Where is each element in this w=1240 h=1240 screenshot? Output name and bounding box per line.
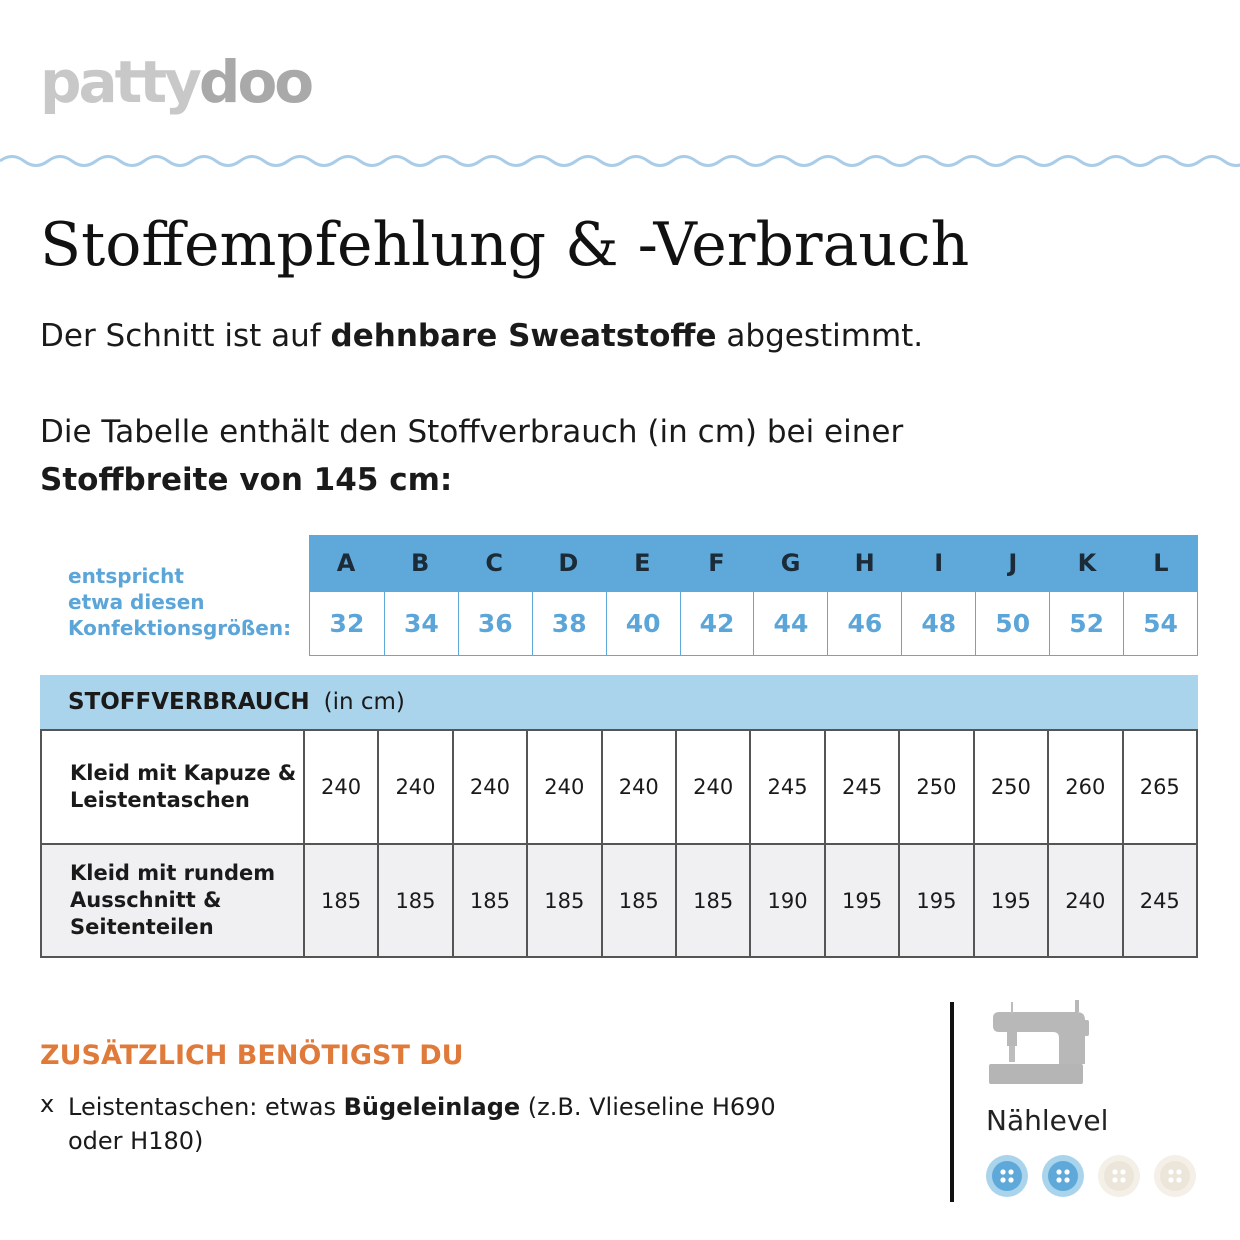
table-intro-line-2: Stoffbreite von 145 cm: xyxy=(40,462,453,498)
size-letter: C xyxy=(485,549,504,577)
table-cell: 240 xyxy=(451,729,529,845)
table-cell: 190 xyxy=(749,843,826,958)
table-cell: 185 xyxy=(302,843,380,958)
table-cell: 240 xyxy=(1047,843,1124,958)
row-label: Kleid mit rundem Ausschnitt & Seitenteil… xyxy=(40,843,305,958)
table-cell: 185 xyxy=(674,843,752,958)
level-button-icon xyxy=(986,1155,1028,1197)
table-cell: 240 xyxy=(377,729,454,845)
usage-table: Kleid mit Kapuze & Leistentaschen 240 24… xyxy=(40,729,1198,958)
size-letter: F xyxy=(708,549,725,577)
logo-part-1: patty xyxy=(40,48,202,116)
size-letter-row: A B C D E F G H I J K L xyxy=(309,535,1198,591)
brand-logo: pattydoo xyxy=(40,48,314,116)
intro-text: Der Schnitt ist auf dehnbare Sweatstoffe… xyxy=(40,318,924,354)
size-number: 40 xyxy=(605,592,680,655)
table-cell: 245 xyxy=(1121,843,1198,958)
table-cell: 240 xyxy=(526,729,603,845)
size-label: entspricht etwa diesen Konfektionsgrößen… xyxy=(68,564,292,640)
table-intro-line-1: Die Tabelle enthält den Stoffverbrauch (… xyxy=(40,414,904,450)
table-cell: 250 xyxy=(898,729,975,845)
usage-unit: (in cm) xyxy=(323,689,405,715)
size-letter: K xyxy=(1077,549,1097,577)
table-cell: 240 xyxy=(600,729,677,845)
size-letter: A xyxy=(336,549,356,577)
table-cell: 195 xyxy=(898,843,975,958)
table-cell: 240 xyxy=(302,729,380,845)
bullet-marker: x xyxy=(40,1090,55,1118)
size-number: 32 xyxy=(329,609,365,638)
table-cell: 195 xyxy=(972,843,1050,958)
table-cell: 260 xyxy=(1047,729,1124,845)
extra-heading: ZUSÄTZLICH BENÖTIGST DU xyxy=(40,1040,464,1071)
size-letter: E xyxy=(634,549,651,577)
sewing-machine-icon xyxy=(989,1000,1089,1084)
table-cell: 265 xyxy=(1121,729,1198,845)
size-number-row: 32 34 36 38 40 42 44 46 48 50 52 54 xyxy=(309,591,1198,656)
size-number: 54 xyxy=(1123,592,1197,655)
size-letter: L xyxy=(1153,549,1169,577)
intro-bold: dehnbare Sweatstoffe xyxy=(330,318,717,354)
extra-bold: Bügeleinlage xyxy=(343,1093,521,1121)
table-cell: 185 xyxy=(526,843,603,958)
size-number: 50 xyxy=(975,592,1049,655)
logo-part-2: doo xyxy=(198,48,314,116)
table-cell: 245 xyxy=(823,729,901,845)
divider-line xyxy=(950,1002,954,1202)
size-number: 34 xyxy=(383,592,458,655)
table-cell: 250 xyxy=(972,729,1050,845)
extra-item: Leistentaschen: etwas Bügeleinlage (z.B.… xyxy=(68,1093,776,1155)
usage-header: STOFFVERBRAUCH (in cm) xyxy=(40,675,1198,729)
table-cell: 185 xyxy=(377,843,454,958)
table-cell: 195 xyxy=(823,843,901,958)
size-number: 42 xyxy=(679,592,754,655)
level-button-icon xyxy=(1154,1155,1196,1197)
size-letter: I xyxy=(934,549,944,577)
size-number: 44 xyxy=(753,592,827,655)
page-title: Stoffempfehlung & -Verbrauch xyxy=(40,210,970,280)
size-number: 38 xyxy=(531,592,606,655)
table-row: Kleid mit Kapuze & Leistentaschen 240 24… xyxy=(40,729,1198,845)
level-button-icon xyxy=(1098,1155,1140,1197)
table-cell: 245 xyxy=(749,729,826,845)
row-label: Kleid mit Kapuze & Leistentaschen xyxy=(40,729,305,845)
wave-divider xyxy=(0,155,1240,167)
size-number: 36 xyxy=(457,592,532,655)
size-number: 46 xyxy=(827,592,901,655)
level-indicator xyxy=(985,1154,1197,1198)
level-button-icon xyxy=(1042,1155,1084,1197)
level-label: Nählevel xyxy=(986,1104,1109,1137)
table-cell: 185 xyxy=(451,843,529,958)
size-letter: J xyxy=(1008,549,1018,577)
size-letter: G xyxy=(780,549,801,577)
usage-heading: STOFFVERBRAUCH xyxy=(68,689,310,715)
size-letter: B xyxy=(410,549,430,577)
table-cell: 240 xyxy=(674,729,752,845)
size-letter: D xyxy=(558,549,579,577)
table-cell: 185 xyxy=(600,843,677,958)
size-number: 52 xyxy=(1049,592,1123,655)
size-letter: H xyxy=(854,549,875,577)
table-row: Kleid mit rundem Ausschnitt & Seitenteil… xyxy=(40,843,1198,958)
size-number: 48 xyxy=(901,592,975,655)
